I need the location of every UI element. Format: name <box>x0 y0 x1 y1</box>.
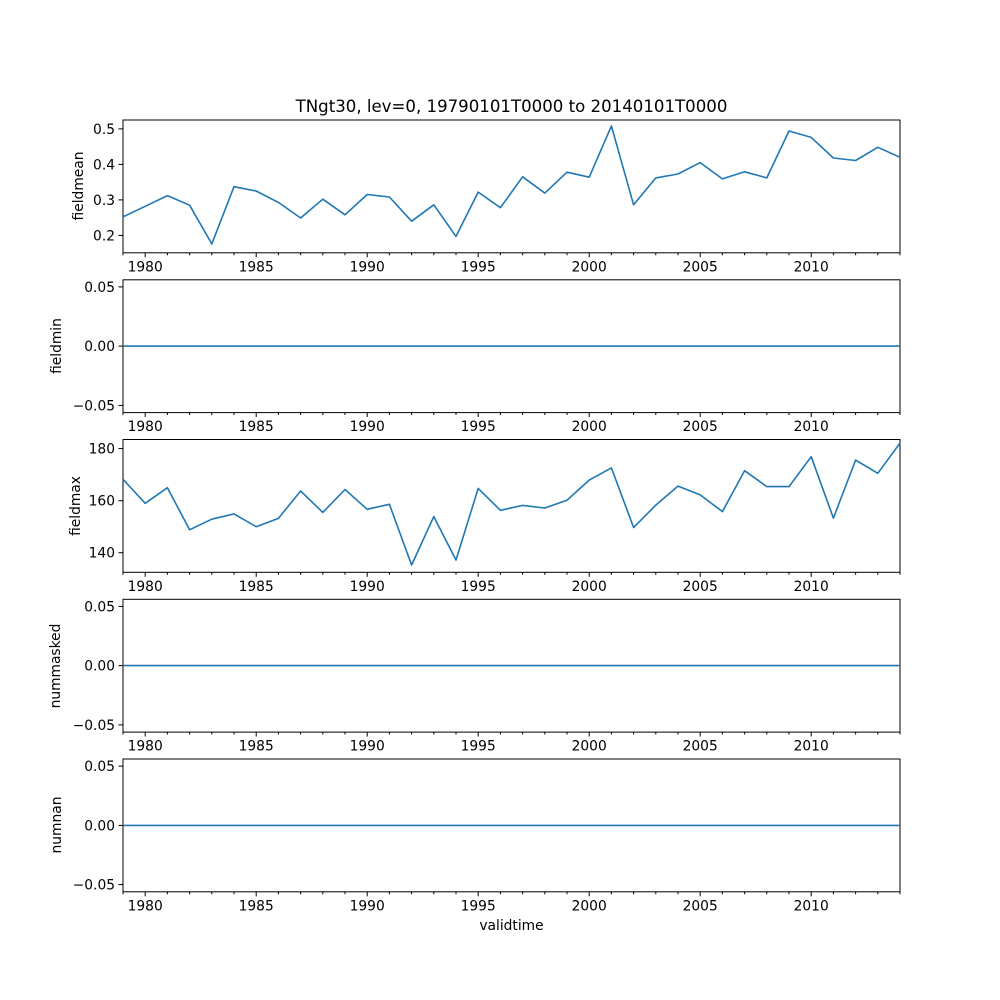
y-tick-label: 0.05 <box>84 599 115 615</box>
x-tick-label: 2010 <box>794 419 829 435</box>
x-tick-label: 1985 <box>239 898 274 914</box>
x-tick-label: 1990 <box>350 259 385 275</box>
x-tick-label: 1985 <box>239 419 274 435</box>
x-tick-label: 1980 <box>128 419 163 435</box>
subplot-fieldmin: 1980 1985 1990 1995 2000 2005 2010 0.05 0.00 −0.0… <box>73 279 901 435</box>
x-tick-label: 2005 <box>683 259 718 275</box>
y-tick-label: 0.05 <box>84 759 115 775</box>
axes-frame <box>122 439 901 573</box>
y-tick-label: 0.05 <box>84 280 115 296</box>
x-tick-label: 1995 <box>461 419 496 435</box>
y-tick-label: 180 <box>89 442 115 458</box>
x-tick-label: 2010 <box>794 259 829 275</box>
y-tick-label: −0.05 <box>73 878 115 894</box>
line-fieldmax <box>122 442 901 566</box>
x-tick-label: 2005 <box>683 898 718 914</box>
y-tick-label: 0.00 <box>84 339 115 355</box>
y-tick-label: 160 <box>89 494 115 510</box>
x-tick-label: 1980 <box>128 579 163 595</box>
y-tick-label: 0.00 <box>84 818 115 834</box>
x-tick-label: 1995 <box>461 579 496 595</box>
x-tick-label: 1980 <box>128 898 163 914</box>
x-tick-label: 2000 <box>572 259 607 275</box>
x-axis-title: validtime <box>479 918 544 934</box>
x-tick-label: 1985 <box>239 579 274 595</box>
x-tick-label: 1980 <box>128 259 163 275</box>
x-tick-label: 2005 <box>683 579 718 595</box>
x-tick-label: 2000 <box>572 419 607 435</box>
ylabel-numnan: numnan <box>49 796 65 854</box>
x-tick-label: 2010 <box>794 898 829 914</box>
y-tick-label: 0.5 <box>93 122 115 138</box>
y-tick-label: −0.05 <box>73 398 115 414</box>
x-tick-label: 1995 <box>461 898 496 914</box>
chart-title: TNgt30, lev=0, 19790101T0000 to 20140101… <box>295 97 728 116</box>
x-tick-label: 2005 <box>683 739 718 755</box>
x-tick-label: 2005 <box>683 419 718 435</box>
y-tick-label: 0.2 <box>93 228 115 244</box>
subplot-nummasked: 1980 1985 1990 1995 2000 2005 2010 0.05 0.00 −0.0… <box>73 598 901 755</box>
x-tick-label: 1990 <box>350 419 385 435</box>
y-tick-label: −0.05 <box>73 718 115 734</box>
x-tick-label: 1995 <box>461 259 496 275</box>
x-tick-label: 1995 <box>461 739 496 755</box>
x-tick-label: 1990 <box>350 898 385 914</box>
y-tick-label: 0.00 <box>84 659 115 675</box>
x-tick-label: 1985 <box>239 739 274 755</box>
x-tick-label: 2000 <box>572 898 607 914</box>
subplot-fieldmax: 1980 1985 1990 1995 2000 2005 2010 140 160 180 <box>89 439 901 595</box>
x-tick-label: 1985 <box>239 259 274 275</box>
axes-frame <box>122 119 901 254</box>
ylabel-fieldmean: fieldmean <box>71 151 87 221</box>
x-tick-label: 1990 <box>350 739 385 755</box>
y-tick-label: 140 <box>89 546 115 562</box>
ylabel-nummasked: nummasked <box>48 623 64 709</box>
x-tick-label: 1990 <box>350 579 385 595</box>
line-fieldmean <box>122 125 901 245</box>
subplot-numnan: 1980 1985 1990 1995 2000 2005 2010 0.05 0.00 −0.0… <box>73 758 901 914</box>
subplot-fieldmean: 1980 1985 1990 1995 2000 2005 2010 0.2 0.3 0.4 0.5 <box>93 119 901 275</box>
x-tick-label: 2000 <box>572 579 607 595</box>
x-tick-label: 2010 <box>794 739 829 755</box>
x-tick-label: 2000 <box>572 739 607 755</box>
y-tick-label: 0.3 <box>93 193 115 209</box>
x-tick-label: 2010 <box>794 579 829 595</box>
ylabel-fieldmin: fieldmin <box>49 318 65 374</box>
ylabel-fieldmax: fieldmax <box>68 476 84 536</box>
x-tick-label: 1980 <box>128 739 163 755</box>
y-tick-label: 0.4 <box>93 157 115 173</box>
